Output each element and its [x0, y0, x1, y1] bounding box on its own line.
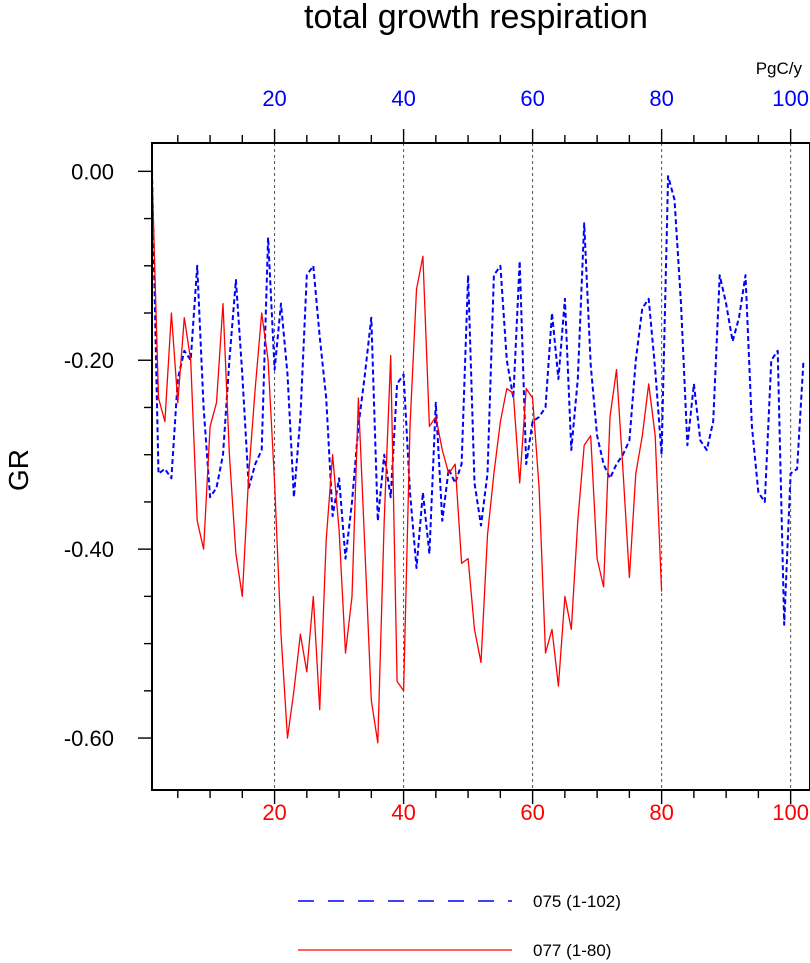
series-lines: [151, 171, 805, 744]
top-tick-label-40: 40: [391, 86, 415, 111]
y-tick-label-2: -0.40: [64, 537, 114, 562]
units-label: PgC/y: [756, 59, 803, 78]
tick-labels: 20 40 60 80 100 20 40 60 80 100 0.00 -0.20 -0.40 -0.6…: [64, 86, 809, 825]
bottom-tick-label-20: 20: [262, 800, 286, 825]
series-line-0: [151, 171, 805, 626]
chart-title: total growth respiration: [304, 0, 648, 36]
plot-frame: [151, 142, 810, 791]
grid-lines: [274, 143, 792, 790]
y-tick-label-1: -0.20: [64, 348, 114, 373]
series-line-1: [151, 171, 663, 744]
top-tick-label-100: 100: [772, 86, 809, 111]
y-axis-label: GR: [3, 449, 34, 491]
bottom-tick-label-80: 80: [649, 800, 673, 825]
axis-ticks: [138, 129, 792, 804]
bottom-tick-label-100: 100: [772, 800, 809, 825]
top-tick-label-80: 80: [649, 86, 673, 111]
y-tick-label-3: -0.60: [64, 726, 114, 751]
top-tick-label-60: 60: [520, 86, 544, 111]
legend: 075 (1-102) 077 (1-80): [298, 892, 621, 960]
legend-label-077: 077 (1-80): [533, 941, 611, 960]
top-tick-label-20: 20: [262, 86, 286, 111]
bottom-tick-label-40: 40: [391, 800, 415, 825]
bottom-tick-label-60: 60: [520, 800, 544, 825]
legend-label-075: 075 (1-102): [533, 892, 621, 911]
y-tick-label-0: 0.00: [71, 159, 114, 184]
